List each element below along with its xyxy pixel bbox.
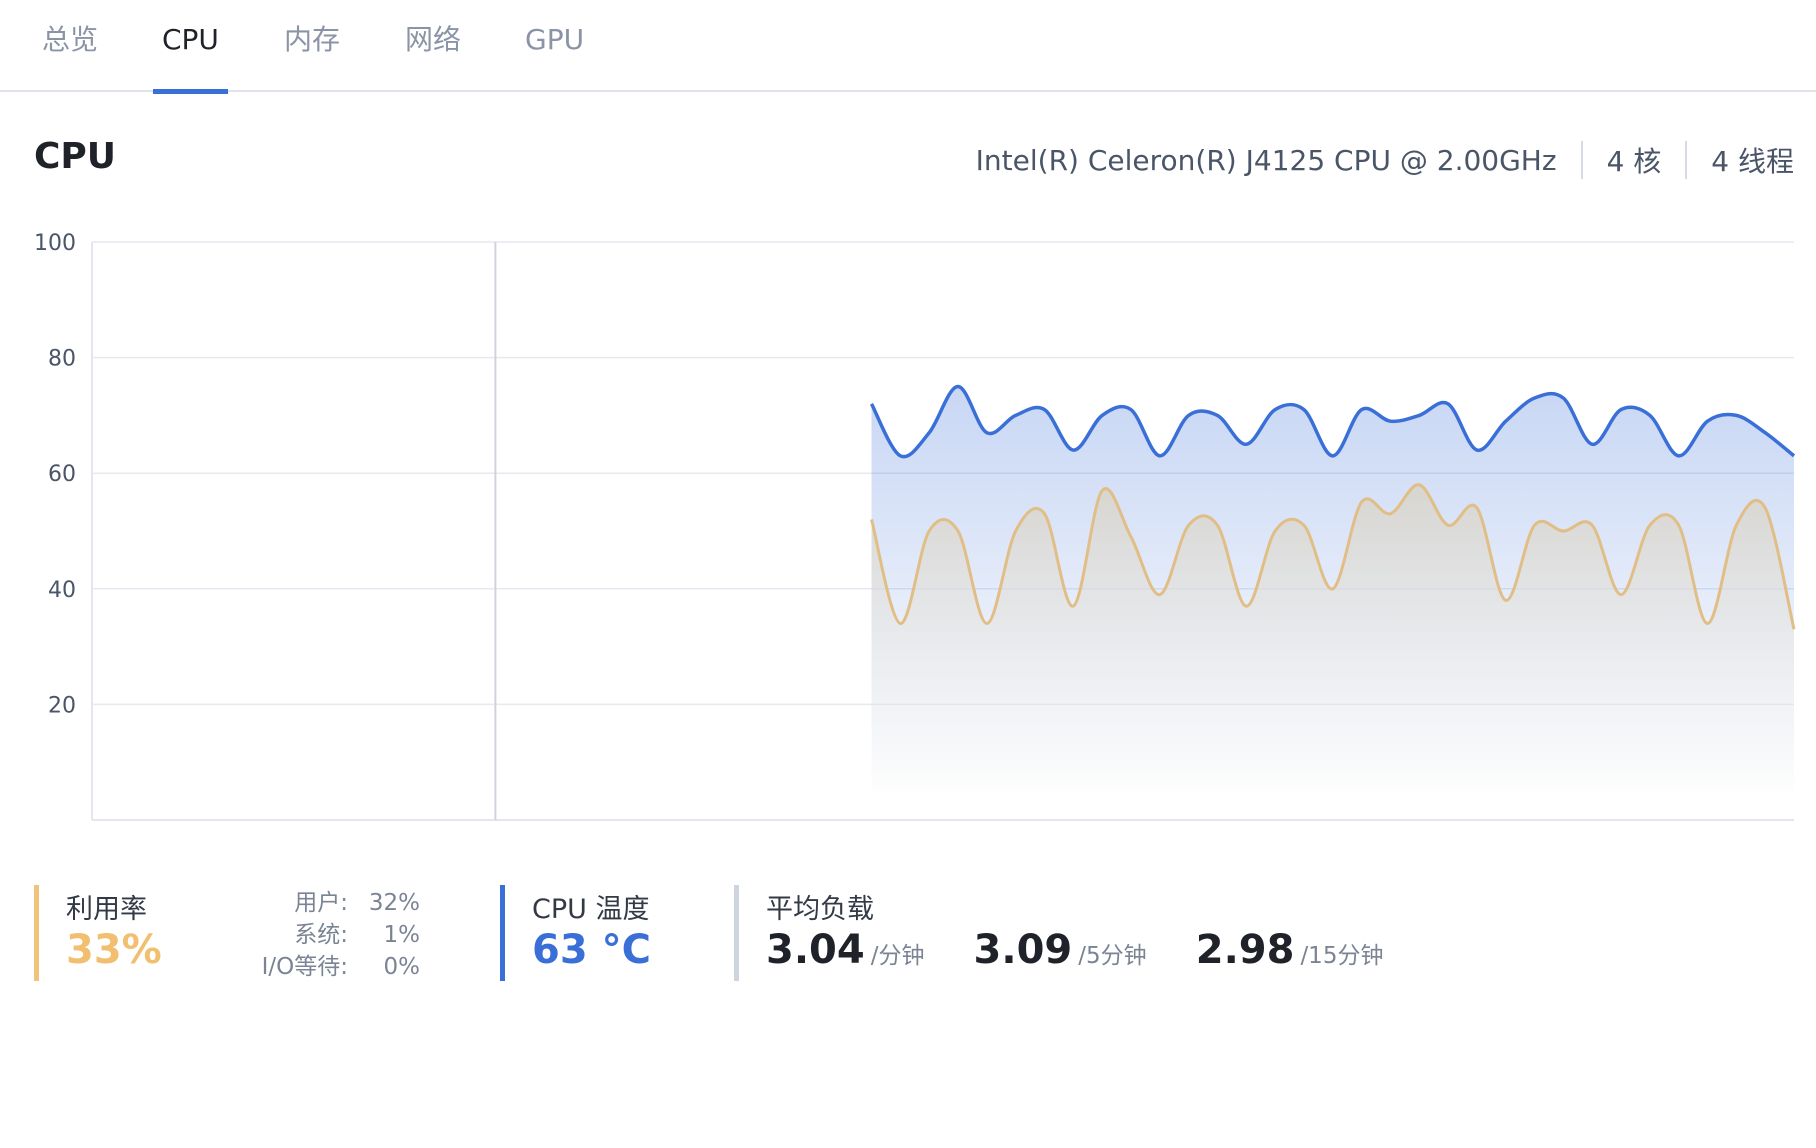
temperature-stat: CPU 温度 63 °C bbox=[500, 885, 700, 981]
breakdown-row-system: 系统: 1% bbox=[224, 919, 420, 951]
y-tick-label: 100 bbox=[34, 231, 76, 256]
load-5min: 3.09/5分钟 bbox=[974, 927, 1147, 973]
cpu-threads: 4 线程 bbox=[1711, 145, 1794, 178]
tab-network[interactable]: 网络 bbox=[405, 23, 462, 56]
y-tick-label: 40 bbox=[48, 578, 76, 603]
temperature-label: CPU 温度 bbox=[532, 894, 650, 925]
chart-canvas: 20 40 60 80 100 bbox=[34, 231, 1796, 821]
cpu-usage-chart: 20 40 60 80 100 bbox=[0, 220, 1816, 840]
breakdown-value: 1% bbox=[383, 922, 421, 948]
load-label: 平均负载 bbox=[766, 894, 874, 925]
utilization-breakdown: 用户: 32% 系统: 1% I/O等待: 0% bbox=[224, 887, 420, 983]
load-average-stat: 平均负载 3.04/分钟 3.09/5分钟 2.98/15分钟 bbox=[734, 885, 1634, 981]
divider bbox=[1580, 141, 1583, 179]
utilization-stat: 利用率 33% 用户: 32% 系统: 1% I/O等待: 0% bbox=[34, 885, 434, 981]
series-line-2 bbox=[870, 483, 1796, 630]
load-values: 3.04/分钟 3.09/5分钟 2.98/15分钟 bbox=[766, 927, 1427, 973]
load-15min: 2.98/15分钟 bbox=[1196, 927, 1384, 973]
load-1min: 3.04/分钟 bbox=[766, 927, 924, 973]
tab-overview[interactable]: 总览 bbox=[42, 23, 99, 56]
load-unit: /分钟 bbox=[870, 943, 925, 969]
y-tick-label: 20 bbox=[48, 693, 76, 718]
load-value: 3.04 bbox=[766, 927, 865, 973]
breakdown-value: 0% bbox=[383, 954, 421, 980]
accent-bar bbox=[500, 885, 505, 981]
temperature-value: 63 °C bbox=[532, 927, 651, 973]
tab-memory[interactable]: 内存 bbox=[284, 23, 341, 56]
load-unit: /5分钟 bbox=[1078, 943, 1147, 969]
tab-gpu[interactable]: GPU bbox=[525, 23, 585, 56]
breakdown-key: I/O等待: bbox=[261, 954, 348, 980]
series-line-1 bbox=[869, 384, 1796, 459]
cpu-model: Intel(R) Celeron(R) J4125 CPU @ 2.00GHz bbox=[975, 143, 1557, 177]
series-area-2 bbox=[871, 484, 1794, 790]
load-value: 3.09 bbox=[973, 927, 1073, 973]
cpu-info: Intel(R) Celeron(R) J4125 CPU @ 2.00GHz … bbox=[976, 140, 1794, 180]
stats-panel: 利用率 33% 用户: 32% 系统: 1% I/O等待: 0% CPU 温度 … bbox=[34, 885, 1816, 985]
y-tick-label: 80 bbox=[48, 347, 76, 372]
accent-bar bbox=[34, 885, 39, 981]
section-title: CPU bbox=[34, 136, 117, 177]
breakdown-key: 用户: bbox=[294, 890, 348, 916]
utilization-value: 33% bbox=[66, 927, 162, 973]
divider bbox=[1685, 141, 1688, 179]
breakdown-row-user: 用户: 32% bbox=[224, 887, 420, 919]
y-tick-label: 60 bbox=[48, 462, 76, 487]
utilization-label: 利用率 bbox=[66, 894, 147, 925]
breakdown-row-iowait: I/O等待: 0% bbox=[224, 951, 420, 983]
tab-cpu[interactable]: CPU bbox=[153, 20, 228, 94]
cpu-cores: 4 核 bbox=[1606, 145, 1662, 178]
breakdown-key: 系统: bbox=[294, 922, 348, 948]
breakdown-value: 32% bbox=[368, 890, 420, 916]
load-value: 2.98 bbox=[1195, 927, 1295, 973]
load-unit: /15分钟 bbox=[1300, 943, 1384, 969]
tab-bar: 总览 CPU 内存 网络 GPU bbox=[0, 0, 1816, 94]
accent-bar bbox=[734, 885, 739, 981]
